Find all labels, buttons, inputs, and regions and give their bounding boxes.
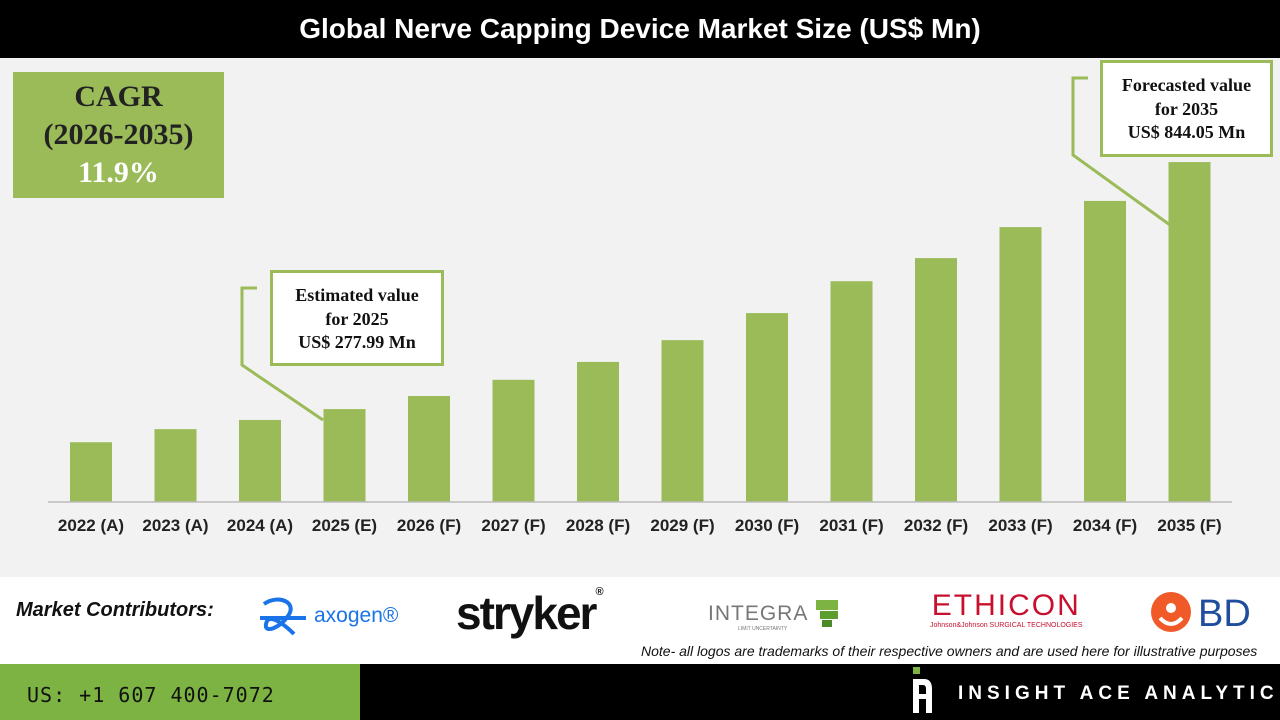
bar-2022 (70, 442, 112, 502)
trademark-note: Note- all logos are trademarks of their … (641, 643, 1258, 659)
bar-2030 (746, 313, 788, 502)
cagr-box: CAGR (2026-2035) 11.9% (13, 72, 224, 198)
footer-contact-bar (0, 664, 360, 720)
bar-2024 (239, 419, 281, 502)
ethicon-tagline: Johnson&Johnson SURGICAL TECHNOLOGIES (930, 622, 1083, 629)
bar-2033 (999, 227, 1042, 502)
brand-name: INSIGHT ACE ANALYTIC (958, 683, 1279, 704)
x-tick-label: 2029 (F) (650, 516, 714, 535)
x-tick-label: 2022 (A) (58, 516, 124, 535)
bar-2031 (830, 281, 873, 502)
x-tick-label: 2030 (F) (735, 516, 799, 535)
chart-title: Global Nerve Capping Device Market Size … (0, 0, 1280, 58)
estimated-callout-pointer (240, 286, 324, 422)
callout-line: for 2035 (1154, 98, 1219, 119)
x-tick-label: 2025 (E) (312, 516, 377, 535)
bar-2035 (1168, 162, 1211, 503)
axogen-logo: axogen® (258, 594, 408, 645)
market-contributors-label: Market Contributors: (16, 599, 214, 621)
svg-text:LIMIT UNCERTAINTY: LIMIT UNCERTAINTY (738, 626, 788, 632)
cagr-period: (2026-2035) (43, 118, 194, 151)
x-tick-label: 2032 (F) (904, 516, 968, 535)
x-tick-label: 2023 (A) (142, 516, 208, 535)
bar-2034 (1084, 200, 1126, 503)
footer-brand-bar (360, 664, 1280, 720)
estimated-value-callout: Estimated value for 2025 US$ 277.99 Mn (270, 270, 444, 366)
x-tick-label: 2034 (F) (1073, 516, 1137, 535)
bar-2032 (915, 258, 957, 502)
callout-line: Estimated value (295, 285, 419, 305)
phone-number: US: +1 607 400-7072 (27, 683, 275, 707)
callout-value: US$ 277.99 Mn (298, 332, 416, 352)
cagr-value: 11.9% (78, 156, 159, 189)
x-tick-label: 2028 (F) (566, 516, 630, 535)
x-tick-label: 2035 (F) (1157, 516, 1221, 535)
x-tick-label: 2024 (A) (227, 516, 293, 535)
svg-text:BD: BD (1198, 593, 1251, 635)
forecast-value-callout: Forecasted value for 2035 US$ 844.05 Mn (1100, 60, 1273, 157)
cagr-label: CAGR (74, 80, 163, 113)
svg-text:INTEGRA: INTEGRA (708, 602, 808, 625)
callout-line: for 2025 (325, 308, 389, 329)
insight-ace-logo-icon (913, 667, 932, 713)
callout-value: US$ 844.05 Mn (1127, 122, 1246, 142)
bd-logo: BD (1150, 590, 1262, 641)
x-tick-label: 2026 (F) (397, 516, 461, 535)
bar-2028 (577, 361, 619, 502)
integra-logo: INTEGRA LIMIT UNCERTAINTY (708, 598, 848, 639)
x-tick-label: 2031 (F) (819, 516, 883, 535)
bar-2023 (154, 429, 197, 502)
bar-2027 (492, 379, 535, 502)
forecast-callout-pointer (1071, 76, 1171, 227)
x-tick-label: 2027 (F) (481, 516, 545, 535)
bar-2025 (323, 409, 366, 502)
bar-chart: 2022 (A) 2023 (A) 2024 (A) 2025 (E) 2026 (F)… (48, 76, 1232, 535)
bar-2029 (661, 340, 704, 502)
svg-text:axogen®: axogen® (314, 604, 399, 627)
stryker-logo: stryker® (456, 586, 604, 639)
x-tick-label: 2033 (F) (988, 516, 1052, 535)
bar-2026 (408, 395, 450, 502)
callout-line: Forecasted value (1121, 75, 1252, 95)
ethicon-logo: ETHICON Johnson&Johnson SURGICAL TECHNOL… (930, 589, 1083, 630)
